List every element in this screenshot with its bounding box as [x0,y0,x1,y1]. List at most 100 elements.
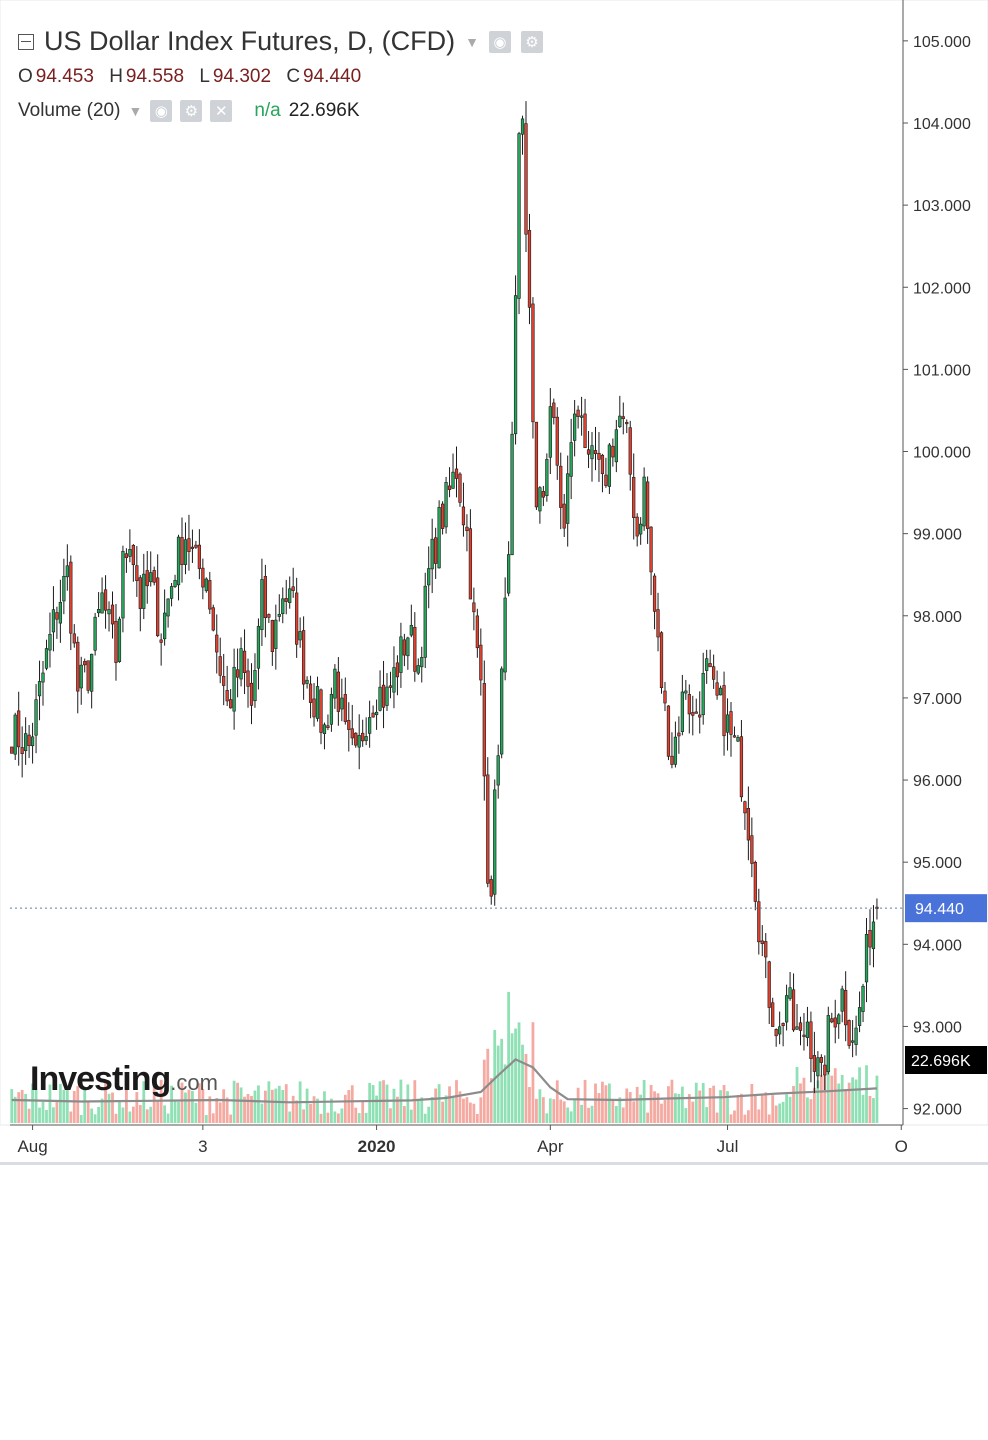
volume-bar [330,1098,333,1123]
volume-bar [851,1077,855,1123]
candle-body [454,468,459,479]
gear-icon[interactable]: ⚙ [180,100,203,122]
volume-bar [875,1075,879,1123]
candle-body [632,477,636,518]
candle-body [312,698,316,718]
volume-bar [489,1078,493,1123]
volume-bar [694,1082,698,1123]
volume-bar [354,1107,358,1123]
candle-body [809,1021,813,1059]
candle-body [545,459,549,496]
candle-body [708,663,712,668]
candle-body [13,714,17,755]
volume-bar [222,1089,226,1123]
volume-bar [34,1089,38,1123]
candle-body [10,746,14,754]
candle-body [573,413,577,441]
volume-bar [177,1101,180,1123]
candle-body [552,402,556,418]
volume-bar [347,1090,351,1123]
candle-body [114,620,118,663]
candle-body [593,450,598,455]
volume-bar [548,1098,552,1123]
high-value: 94.558 [125,66,185,87]
x-tick-label: Aug [17,1137,47,1156]
close-icon[interactable]: ✕ [210,100,233,122]
candle-body [548,406,552,458]
logo-text: Investing [30,1060,171,1098]
volume-bar [663,1099,667,1123]
volume-bar [416,1100,420,1123]
volume-bar [670,1079,674,1123]
candle-body [805,1021,810,1038]
candle-body [482,683,486,777]
volume-bars [10,991,879,1123]
candle-body [639,523,643,535]
volume-bar [590,1105,594,1123]
candle-body [513,295,518,435]
price-chart[interactable]: 105.000 104.000 103.000 102.000 101.000 100.0… [0,0,988,1162]
chevron-down-icon[interactable]: ▼ [465,33,479,50]
volume-bar [427,1106,431,1123]
candle-body [802,1034,806,1037]
candle-body [791,989,796,1031]
volume-bar [295,1100,299,1123]
candle-body [510,433,514,556]
candle-body [24,733,28,752]
candle-body [559,465,563,508]
eye-icon[interactable]: ◉ [150,100,173,122]
volume-bar [93,1114,97,1123]
candle-body [55,612,59,620]
volume-bar [45,1110,48,1123]
candle-body [149,572,153,583]
candle-body [698,714,702,718]
volume-bar [472,1103,476,1123]
candle-body [267,614,271,618]
candle-body [27,734,31,747]
volume-bar [826,1071,830,1123]
candle-body [326,725,330,728]
candle-body [844,990,848,1026]
volume-bar [479,1097,483,1123]
volume-bar [545,1113,549,1123]
candle-body [447,485,452,490]
candle-body [531,303,535,423]
candle-body [253,670,257,702]
candle-body [472,602,476,613]
volume-bar [305,1088,309,1123]
volume-bar [361,1101,365,1123]
volume-bar [684,1108,688,1123]
candle-body [618,415,622,428]
eye-icon[interactable]: ◉ [488,30,511,53]
chart-panel[interactable]: 105.000 104.000 103.000 102.000 101.000 100.0… [0,0,988,1165]
volume-bar [583,1079,587,1123]
volume-bar [722,1085,726,1123]
volume-bar [680,1086,684,1123]
volume-bar [538,1089,542,1123]
candle-body [295,592,299,645]
candle-body [784,995,789,1023]
candle-body [90,653,94,692]
candle-body [798,1022,803,1031]
candle-body [604,474,608,486]
volume-bar [72,1091,76,1123]
collapse-icon[interactable] [18,33,34,50]
candle-body [656,609,660,638]
candle-body [121,550,125,619]
volume-bar [41,1101,45,1123]
candle-body [496,755,500,786]
x-tick-label: Apr [537,1137,564,1156]
gear-icon[interactable]: ⚙ [520,30,543,53]
volume-bar [753,1096,757,1123]
candle-body [30,736,35,747]
candle-body [732,735,737,738]
candle-body [871,921,876,950]
volume-bar [861,1094,865,1123]
volume-bar [184,1092,187,1123]
volume-bar [750,1084,754,1123]
candle-body [642,476,646,527]
chevron-down-icon[interactable]: ▼ [128,103,143,119]
candle-body [670,755,674,765]
candle-body [274,619,278,649]
low-value: 94.302 [212,66,272,87]
